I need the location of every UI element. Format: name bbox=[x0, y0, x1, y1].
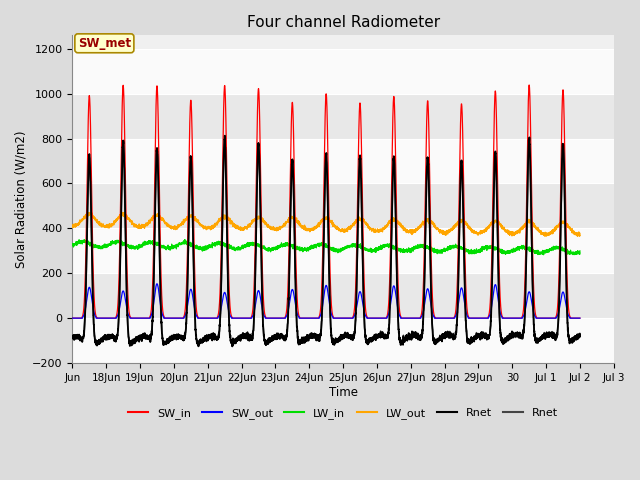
Line: Rnet: Rnet bbox=[72, 136, 580, 347]
Line: SW_out: SW_out bbox=[72, 284, 580, 318]
LW_out bbox=[68, 223, 76, 228]
Bar bbox=[72, 94, 614, 139]
LW_in bbox=[412, 243, 419, 249]
SW_out bbox=[468, 315, 476, 321]
Rnet bbox=[307, 335, 315, 341]
Rnet bbox=[160, 341, 168, 347]
Line: LW_in: LW_in bbox=[72, 240, 580, 255]
Line: Rnet: Rnet bbox=[72, 136, 580, 346]
SW_out bbox=[68, 315, 76, 321]
SW_in bbox=[412, 315, 419, 321]
SW_out bbox=[440, 315, 447, 321]
LW_in bbox=[181, 237, 189, 242]
Rnet bbox=[468, 336, 476, 342]
LW_out bbox=[575, 231, 583, 237]
LW_in bbox=[575, 249, 583, 255]
SW_out bbox=[153, 281, 161, 287]
SW_in bbox=[440, 315, 447, 321]
Rnet bbox=[412, 334, 419, 339]
LW_out bbox=[307, 228, 315, 233]
SW_out bbox=[412, 315, 419, 321]
Line: LW_out: LW_out bbox=[72, 213, 580, 236]
Title: Four channel Radiometer: Four channel Radiometer bbox=[246, 15, 440, 30]
LW_out bbox=[412, 229, 419, 235]
Bar bbox=[72, 49, 614, 94]
SW_out bbox=[576, 315, 584, 321]
LW_out bbox=[576, 230, 584, 236]
Rnet bbox=[575, 334, 583, 339]
Rnet bbox=[68, 336, 76, 341]
LW_out bbox=[119, 210, 127, 216]
SW_in bbox=[468, 315, 476, 321]
Rnet bbox=[412, 334, 419, 339]
Bar bbox=[72, 183, 614, 228]
Legend: SW_in, SW_out, LW_in, LW_out, Rnet, Rnet: SW_in, SW_out, LW_in, LW_out, Rnet, Rnet bbox=[124, 403, 562, 423]
Rnet bbox=[440, 334, 447, 339]
SW_out bbox=[575, 315, 583, 321]
LW_out bbox=[468, 227, 476, 233]
Rnet bbox=[68, 335, 76, 341]
Rnet bbox=[576, 333, 584, 338]
SW_in bbox=[575, 315, 583, 321]
SW_in bbox=[525, 82, 533, 88]
SW_in bbox=[160, 312, 168, 318]
X-axis label: Time: Time bbox=[328, 385, 358, 398]
Text: SW_met: SW_met bbox=[78, 37, 131, 50]
Line: SW_in: SW_in bbox=[72, 85, 580, 318]
Bar bbox=[72, 139, 614, 183]
Rnet bbox=[195, 343, 202, 349]
LW_in bbox=[440, 248, 447, 254]
LW_in bbox=[160, 244, 168, 250]
LW_in bbox=[307, 243, 315, 249]
Bar bbox=[72, 318, 614, 363]
Rnet bbox=[468, 336, 476, 342]
LW_in bbox=[540, 252, 547, 258]
LW_in bbox=[68, 242, 76, 248]
SW_in bbox=[307, 315, 315, 321]
Rnet bbox=[575, 334, 583, 339]
Rnet bbox=[440, 334, 447, 339]
Rnet bbox=[221, 133, 228, 139]
Bar bbox=[72, 228, 614, 273]
LW_out bbox=[160, 218, 168, 224]
SW_out bbox=[307, 315, 315, 321]
Rnet bbox=[221, 133, 228, 139]
Y-axis label: Solar Radiation (W/m2): Solar Radiation (W/m2) bbox=[15, 131, 28, 268]
SW_out bbox=[160, 314, 168, 320]
LW_in bbox=[576, 248, 584, 254]
Rnet bbox=[228, 344, 236, 349]
LW_out bbox=[541, 233, 548, 239]
Rnet bbox=[307, 334, 315, 339]
Rnet bbox=[160, 340, 168, 346]
SW_in bbox=[576, 315, 584, 321]
SW_in bbox=[68, 315, 76, 321]
Rnet bbox=[576, 333, 584, 338]
Bar bbox=[72, 273, 614, 318]
LW_in bbox=[468, 251, 476, 257]
LW_out bbox=[440, 230, 447, 236]
